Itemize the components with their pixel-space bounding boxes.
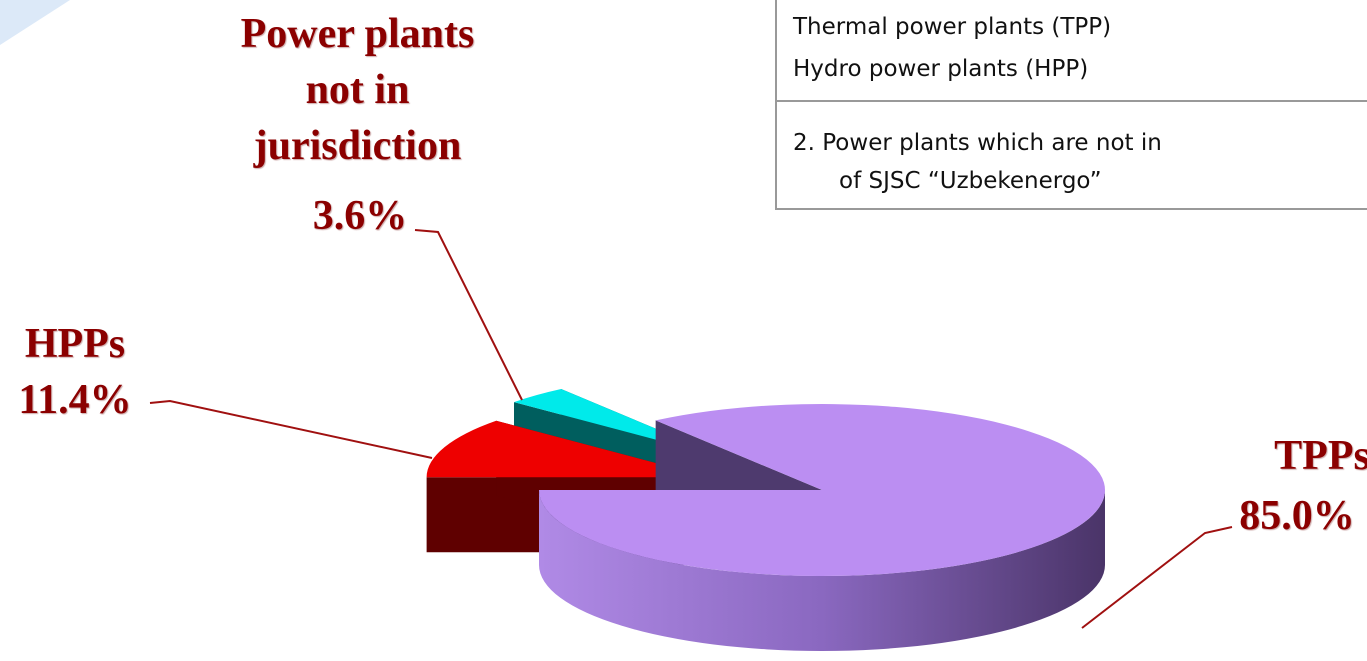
leader-line xyxy=(414,229,523,401)
leader-line xyxy=(1081,526,1233,629)
slice-top xyxy=(539,404,1105,576)
table-row: of SJSC “Uzbekenergo” xyxy=(839,168,1102,194)
slice-side xyxy=(539,490,1105,651)
pie xyxy=(426,389,1105,651)
table-row: 2. Power plants which are not in xyxy=(793,130,1162,156)
table-row: Hydro power plants (HPP) xyxy=(793,56,1089,82)
table-separator xyxy=(777,100,1367,102)
value-label: 85.0% xyxy=(1239,493,1355,539)
slice-label: HPPs xyxy=(24,321,126,367)
leader-line xyxy=(149,399,433,459)
slice xyxy=(539,404,1105,651)
table-row: Thermal power plants (TPP) xyxy=(793,14,1112,40)
slice-label: TPPs xyxy=(1274,433,1367,479)
corner-decoration xyxy=(0,0,70,45)
slice-label: Power plants not in jurisdiction xyxy=(240,11,475,169)
value-label: 3.6% xyxy=(312,193,408,239)
slice-top xyxy=(426,420,710,478)
legend-table: Thermal power plants (TPP) Hydro power p… xyxy=(775,0,1367,210)
value-label: 11.4% xyxy=(18,377,132,423)
